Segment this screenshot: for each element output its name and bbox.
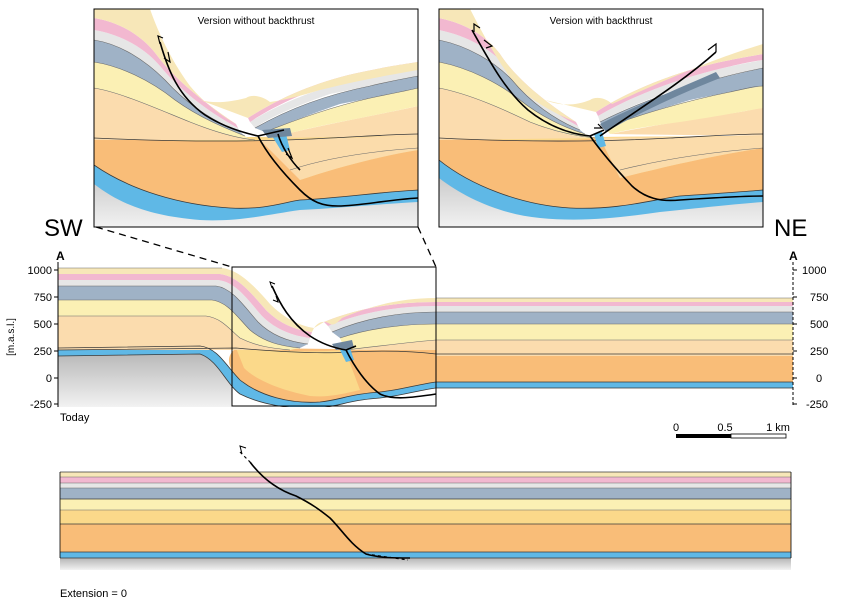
restored-fault-arrow-icon	[239, 445, 247, 455]
orange-layer	[229, 348, 793, 403]
right-pale-orange	[610, 108, 763, 136]
right-pale-yellow	[605, 86, 763, 134]
y-tick-right-4: 0	[816, 373, 822, 385]
right-pale-orange	[345, 340, 793, 356]
inset-with-backthrust: Version with backthrust	[438, 8, 764, 228]
fault-arrow-down-icon	[483, 39, 494, 49]
cream-layer	[439, 9, 576, 122]
fault-branch	[345, 345, 357, 351]
right-pink	[324, 302, 793, 326]
inset-without-backthrust: Version without backthrust	[93, 8, 419, 228]
inset-right-title: Version with backthrust	[550, 16, 653, 27]
fault-zone-dark	[600, 72, 720, 132]
zoom-connector-left	[95, 226, 233, 268]
fault-zone-dark	[262, 128, 292, 138]
y-axis-unit: [m.a.s.l.]	[6, 318, 17, 356]
gray-layer	[58, 280, 310, 344]
section-end-a-left: A	[56, 249, 65, 263]
fault-arrow-down-icon	[272, 295, 279, 303]
pale-orange-layer	[94, 88, 250, 140]
y-tick-left-4: 0	[46, 373, 52, 385]
pale-orange-layer	[439, 88, 590, 140]
fault-splay	[589, 129, 605, 137]
blue-layer	[58, 346, 793, 407]
zoom-connector-right	[417, 226, 437, 268]
scale-label-half: 0.5	[717, 422, 732, 434]
fault-arrow-up-icon	[473, 22, 481, 32]
splay-arrow-icon	[594, 123, 604, 129]
pale-orange-lens	[600, 136, 763, 178]
section-end-a-right: A	[789, 249, 798, 263]
blue-layer	[439, 160, 763, 220]
scale-label-0: 0	[673, 422, 679, 434]
cream-layer	[58, 268, 314, 332]
normal-fault	[471, 29, 763, 202]
y-tick-right-5: -250	[806, 399, 828, 411]
pale-yellow-layer	[439, 62, 590, 138]
y-tick-right-3: 250	[810, 346, 828, 358]
y-tick-left-5: -250	[30, 399, 52, 411]
fault-splay	[257, 129, 285, 137]
scale-label-1km: 1 km	[766, 422, 790, 434]
cream-layer	[94, 9, 236, 124]
pink-layer	[58, 274, 312, 338]
inset-left-title: Version without backthrust	[198, 16, 315, 27]
right-pink	[596, 54, 763, 116]
right-steel-blue	[332, 312, 793, 338]
main-cross-section	[58, 267, 793, 407]
fault-arrow-icon	[269, 281, 276, 289]
fault-arrow-up-icon	[157, 35, 164, 45]
right-gray	[328, 306, 793, 332]
right-pale-yellow	[265, 88, 418, 138]
normal-fault	[271, 285, 437, 399]
stage-label-today: Today	[60, 412, 90, 424]
right-gray	[250, 68, 418, 128]
y-tick-left-2: 500	[34, 319, 52, 331]
yellow-lens	[236, 348, 360, 397]
restored-section: Extension = 0	[59, 445, 792, 600]
restored-fault	[249, 461, 411, 559]
right-cream	[314, 298, 793, 328]
steel-blue-layer	[439, 40, 585, 134]
scale-bar: 0 0.5 1 km	[673, 422, 790, 439]
basement-layer	[58, 350, 232, 407]
backthrust-arrow-icon	[707, 42, 717, 52]
y-axis-right: 1000 750 500 250 0 -250	[792, 262, 828, 411]
fault-arrow-small-icon	[285, 147, 294, 160]
steel-blue-layer	[94, 40, 245, 136]
right-steel-blue	[255, 76, 418, 132]
y-axis-left: 1000 750 500 250 0 -250 [m.a.s.l.]	[6, 262, 59, 411]
right-cream	[200, 62, 418, 118]
y-tick-right-1: 750	[810, 292, 828, 304]
fault-arrow-down-icon	[163, 51, 171, 64]
y-tick-left-0: 1000	[28, 265, 52, 277]
normal-fault	[159, 41, 418, 207]
backthrust	[599, 51, 717, 137]
steel-blue-layer	[58, 286, 308, 348]
fault-branch	[277, 133, 301, 171]
pale-yellow-layer	[94, 62, 250, 140]
gray-layer	[94, 30, 240, 132]
right-gray	[598, 60, 763, 122]
y-tick-right-2: 500	[810, 319, 828, 331]
zoom-rectangle	[231, 266, 437, 407]
y-tick-right-0: 1000	[802, 265, 826, 277]
fault-zone-wedge	[594, 132, 606, 148]
ne-label: NE	[774, 215, 807, 242]
y-tick-left-3: 250	[34, 346, 52, 358]
y-tick-left-1: 750	[34, 292, 52, 304]
sw-label: SW	[44, 215, 83, 242]
extension-caption: Extension = 0	[60, 588, 127, 600]
right-pale-orange	[270, 106, 418, 138]
right-pale-yellow	[340, 324, 793, 350]
